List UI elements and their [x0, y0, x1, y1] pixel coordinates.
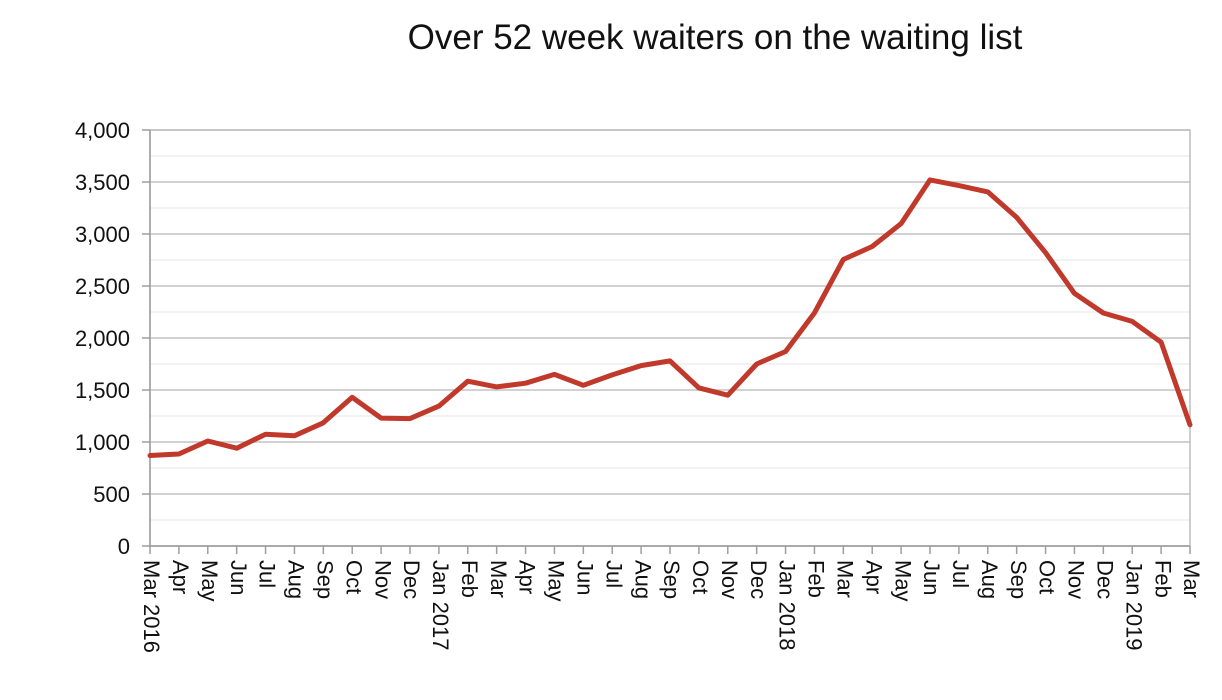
- x-tick-label: Nov: [370, 560, 395, 599]
- x-tick-label: Oct: [1035, 560, 1060, 594]
- x-tick-label: Aug: [977, 560, 1002, 599]
- x-tick-label: Jan 2017: [428, 560, 453, 651]
- series-line: [147, 177, 1193, 458]
- y-tick-label: 500: [93, 482, 130, 507]
- x-tick-label: Jun: [919, 560, 944, 595]
- x-tick-label: Dec: [399, 560, 424, 599]
- x-tick-label: Jul: [601, 560, 626, 588]
- x-tick-label: Mar: [833, 560, 858, 598]
- y-tick-label: 1,500: [75, 378, 130, 403]
- x-tick-label: Feb: [457, 560, 482, 598]
- x-tick-label: Jan 2018: [775, 560, 800, 651]
- x-tick-label: Apr: [168, 560, 193, 594]
- y-tick-label: 1,000: [75, 430, 130, 455]
- x-tick-label: Dec: [1093, 560, 1118, 599]
- x-tick-label: Sep: [1006, 560, 1031, 599]
- x-tick-label: Nov: [1064, 560, 1089, 599]
- x-tick-label: Apr: [515, 560, 540, 594]
- x-tick-label: May: [544, 560, 569, 602]
- x-tick-label: Jan 2019: [1121, 560, 1146, 651]
- x-tick-label: Nov: [717, 560, 742, 599]
- x-tick-label: Apr: [861, 560, 886, 594]
- x-tick-label: Mar: [1179, 560, 1204, 598]
- x-tick-label: Aug: [284, 560, 309, 599]
- x-tick-label: Jun: [573, 560, 598, 595]
- y-tick-label: 2,500: [75, 274, 130, 299]
- x-tick-label: Sep: [659, 560, 684, 599]
- x-tick-label: Mar 2016: [139, 560, 164, 653]
- y-tick-label: 0: [118, 534, 130, 559]
- x-axis: Mar 2016 Apr May Jun Jul Aug Sep Oct Nov Dec Jan 2…: [139, 545, 1204, 653]
- y-tick-label: 4,000: [75, 118, 130, 143]
- x-tick-label: Feb: [804, 560, 829, 598]
- x-tick-label: Jul: [255, 560, 280, 588]
- x-tick-label: Jul: [948, 560, 973, 588]
- x-tick-label: Oct: [688, 560, 713, 594]
- y-tick-label: 3,000: [75, 222, 130, 247]
- x-tick-label: May: [890, 560, 915, 602]
- y-tick-label: 3,500: [75, 170, 130, 195]
- x-tick-label: Feb: [1150, 560, 1175, 598]
- y-axis: 0 500 1,000 1,500 2,000 2,500 3,000 3,500 4,000: [75, 118, 151, 559]
- x-tick-label: Dec: [746, 560, 771, 599]
- chart-title: Over 52 week waiters on the waiting list: [407, 18, 1023, 57]
- x-tick-label: Jun: [226, 560, 251, 595]
- x-tick-label: Aug: [630, 560, 655, 599]
- x-tick-label: Sep: [313, 560, 338, 599]
- gridlines: [150, 129, 1190, 547]
- y-tick-label: 2,000: [75, 326, 130, 351]
- x-tick-label: Oct: [341, 560, 366, 594]
- x-tick-label: Mar: [486, 560, 511, 598]
- x-tick-label: May: [197, 560, 222, 602]
